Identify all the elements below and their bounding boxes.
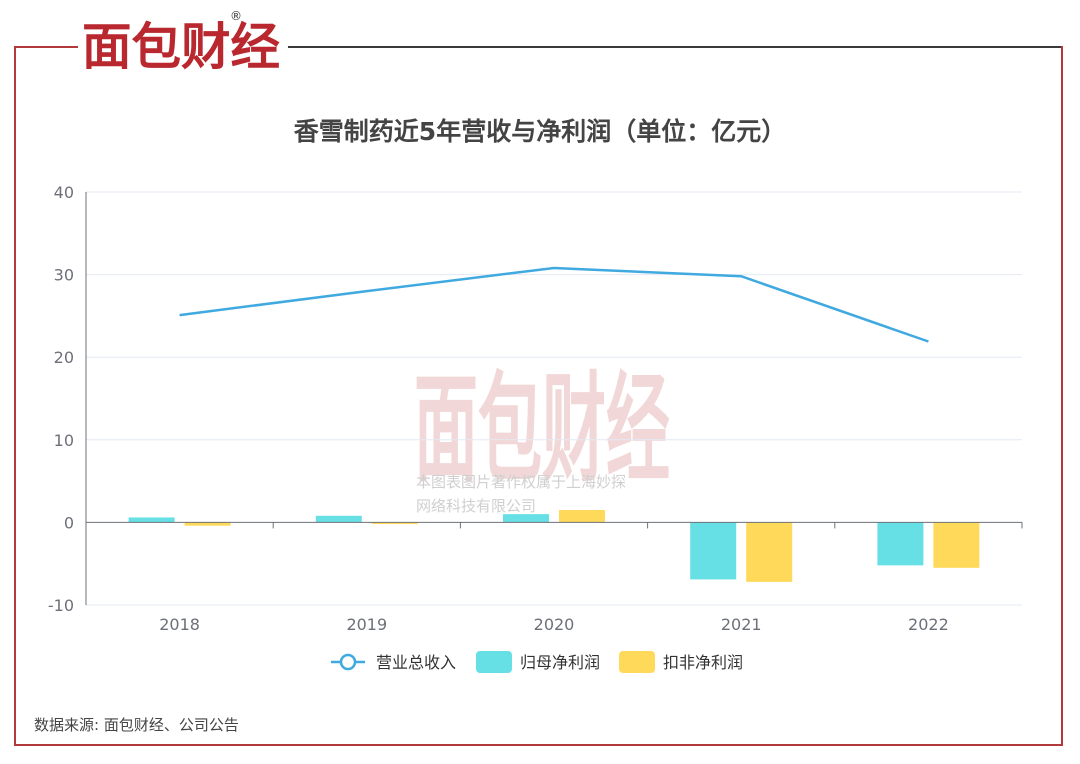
frame-top-left-rule	[14, 46, 78, 48]
watermark-text: 面包财经	[414, 360, 670, 498]
grid	[86, 191, 1022, 606]
y-axis: -10 0 10 20 30 40	[48, 183, 74, 615]
bar-net-profit	[315, 515, 362, 523]
legend-net-profit-swatch	[476, 651, 512, 673]
brand-logo-text: 面包财经	[82, 18, 280, 76]
y-tick-label: 10	[54, 431, 74, 450]
legend-revenue-swatch	[339, 653, 357, 671]
x-tick-label: 2018	[159, 615, 200, 634]
bar-net-profit-deducted	[184, 522, 231, 526]
watermark: 面包财经 本图表图片著作权属于上海妙探 网络科技有限公司	[414, 360, 670, 515]
y-tick-label: 0	[64, 513, 74, 532]
legend: 营业总收入 归母净利润 扣非净利润	[331, 651, 743, 673]
bar-net-profit-deducted	[933, 522, 980, 568]
x-tick-label: 2021	[721, 615, 762, 634]
chart-frame	[14, 46, 1063, 746]
registered-mark: ®	[230, 9, 242, 23]
bar-net-profit	[877, 522, 924, 566]
bars	[128, 510, 980, 582]
revenue-line-path	[179, 266, 929, 343]
chart-title: 香雪制药近5年营收与净利润（单位：亿元）	[294, 117, 786, 146]
legend-net-profit-deducted-swatch	[619, 651, 655, 673]
legend-label-net-profit: 归母净利润	[520, 653, 600, 672]
bar-net-profit	[690, 522, 737, 580]
bar-net-profit-deducted	[746, 522, 793, 582]
bar-net-profit	[128, 517, 175, 523]
bar-net-profit-deducted	[559, 510, 605, 523]
frame-top-right-rule	[288, 46, 1063, 48]
bar-net-profit-deducted	[371, 522, 418, 525]
legend-label-net-profit-deducted: 扣非净利润	[663, 653, 743, 672]
axes	[85, 192, 1023, 605]
x-tick-label: 2019	[346, 615, 387, 634]
revenue-line	[179, 266, 929, 343]
watermark-caption-1: 本图表图片著作权属于上海妙探	[416, 473, 626, 491]
brand-logo: 面包财经 ®	[82, 9, 280, 76]
y-tick-label: 30	[54, 266, 74, 285]
y-tick-label: 40	[54, 183, 74, 202]
watermark-caption-2: 网络科技有限公司	[416, 497, 536, 515]
y-tick-label: -10	[48, 596, 74, 615]
legend-label-revenue: 营业总收入	[376, 653, 456, 672]
x-tick-label: 2022	[908, 615, 949, 634]
x-axis: 2018 2019 2020 2021 2022	[159, 615, 949, 634]
bar-net-profit	[503, 514, 549, 523]
source-note: 数据来源: 面包财经、公司公告	[34, 716, 239, 734]
x-tick-label: 2020	[534, 615, 575, 634]
y-tick-label: 20	[54, 348, 74, 367]
